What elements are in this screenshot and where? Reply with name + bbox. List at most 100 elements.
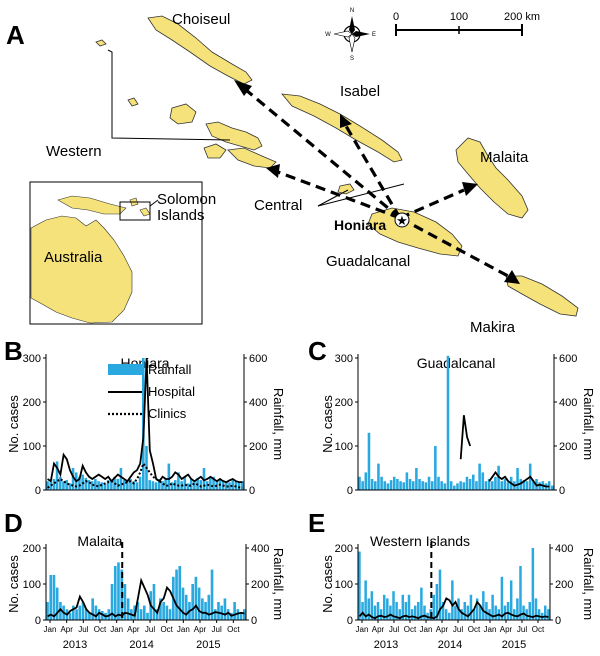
rainfall-bar: [446, 355, 450, 490]
arrowhead-isabel: [340, 114, 352, 128]
x-tick-label: Jan: [177, 625, 190, 634]
rainfall-bar: [68, 483, 72, 490]
x-tick-label: Jul: [212, 625, 222, 634]
rainfall-bar: [402, 482, 406, 490]
rainfall-bar: [55, 587, 59, 620]
rainfall-bar: [440, 481, 443, 490]
arrowhead-malaita: [462, 182, 478, 196]
rainfall-bar: [418, 479, 421, 490]
arrowhead-makira: [504, 270, 520, 284]
arrow-to-makira: [399, 216, 509, 278]
y-tick-label: 200: [335, 397, 353, 409]
rainfall-bar: [164, 479, 167, 490]
rainfall-bar: [449, 481, 453, 490]
x-tick-label: Apr: [372, 625, 385, 634]
rainfall-bar: [376, 602, 380, 620]
rainfall-bar: [49, 482, 52, 490]
panel-label-d: D: [4, 508, 23, 538]
rainfall-bar: [411, 481, 415, 490]
rainfall-bar: [75, 609, 78, 620]
rainfall-bar: [178, 566, 182, 620]
rainfall-bar: [519, 566, 522, 620]
x-tick-label: Apr: [500, 625, 513, 634]
rainfall-bar: [370, 591, 374, 620]
label-central: Central: [254, 197, 302, 214]
x-tick-label: Jan: [110, 625, 123, 634]
inset-map: Solomon Islands Australia: [29, 181, 216, 325]
rainfall-bar: [138, 476, 142, 490]
scale-100: 100: [450, 11, 468, 23]
rainfall-bar: [199, 480, 203, 490]
rainfall-bar: [210, 569, 214, 620]
rainfall-bar: [386, 483, 390, 490]
rainfall-bar: [423, 605, 426, 620]
compass-w: W: [325, 32, 331, 38]
label-makira: Makira: [470, 319, 516, 336]
y2-tick-label: 0: [559, 485, 565, 497]
rainfall-bar: [380, 476, 383, 490]
year-label: 2013: [374, 639, 398, 651]
island-isabel: [281, 93, 403, 163]
chart-panel-e: E Western Islands 0 100 200 0 200 400 No. cases R…: [308, 508, 596, 651]
rainfall-bar: [551, 485, 554, 490]
rainfall-bar: [430, 481, 434, 490]
rainfall-bar: [538, 482, 541, 490]
rainfall-bar: [525, 481, 529, 490]
rainfall-bar: [161, 481, 164, 490]
chart-panel-c: C Guadalcanal 0 100 200 300 0 200 400 600 No. case…: [308, 336, 596, 497]
rainfall-bar: [217, 602, 220, 620]
rainfall-bar: [459, 481, 462, 490]
rainfall-bar: [197, 587, 201, 620]
rainfall-bar: [110, 584, 114, 620]
island-central: [337, 183, 355, 195]
x-tick-label: Jul: [389, 625, 399, 634]
rainfall-bar: [448, 612, 451, 620]
rainfall-bar: [110, 481, 113, 490]
spread-arrows: [244, 88, 509, 278]
x-tick-label: Apr: [60, 625, 73, 634]
year-label: 2015: [502, 639, 526, 651]
rainfall-bar: [49, 575, 53, 620]
rainfall-bar: [389, 480, 393, 490]
label-guadalcanal: Guadalcanal: [326, 253, 410, 270]
x-tick-label: Jan: [484, 625, 497, 634]
x-tick-label: Oct: [468, 625, 481, 634]
rainfall-bar: [136, 602, 140, 620]
legend-label-hospital: Hospital: [148, 384, 195, 399]
rainfall-bar: [152, 584, 156, 620]
x-tick-label: Jan: [356, 625, 369, 634]
rainfall-bar: [528, 602, 532, 620]
rainfall-bar: [122, 480, 126, 490]
y2-tick-label: 200: [251, 579, 269, 591]
rainfall-bar: [410, 609, 414, 620]
rainfall-bar: [91, 598, 94, 620]
chart-panel-d: D Malaita 0 100 200 0 200 400 No. cases Rainfall,…: [4, 508, 286, 651]
rainfall-bar: [415, 468, 418, 490]
rainfall-bar: [113, 566, 117, 620]
legend-label-rainfall: Rainfall: [148, 362, 191, 377]
rainfall-bar: [367, 432, 371, 490]
rainfall-bar: [65, 480, 68, 490]
rainfall-bar: [487, 479, 491, 490]
y2-axis-title: Rainfall, mm: [581, 548, 596, 620]
rainfall-bar: [204, 602, 207, 620]
inset-australia-label: Australia: [44, 249, 103, 266]
y-tick-label: 300: [23, 353, 41, 365]
rainfall-bar: [155, 609, 159, 620]
rainfall-bar: [94, 605, 98, 620]
y-tick-label: 200: [23, 543, 41, 555]
rainfall-bar: [361, 602, 364, 620]
x-tick-label: Apr: [194, 625, 207, 634]
x-tick-label: Oct: [227, 625, 240, 634]
rainfall-bar: [469, 594, 473, 620]
rainfall-bar: [46, 481, 49, 490]
honiara-marker: [394, 212, 410, 228]
rainfall-bar: [484, 481, 488, 490]
rainfall-bar: [181, 587, 185, 620]
rainfall-bar: [500, 576, 504, 620]
island-western-4: [227, 147, 277, 169]
rainfall-bar: [389, 605, 392, 620]
arrow-to-choiseul: [244, 88, 402, 220]
rainfall-bar: [392, 591, 395, 620]
